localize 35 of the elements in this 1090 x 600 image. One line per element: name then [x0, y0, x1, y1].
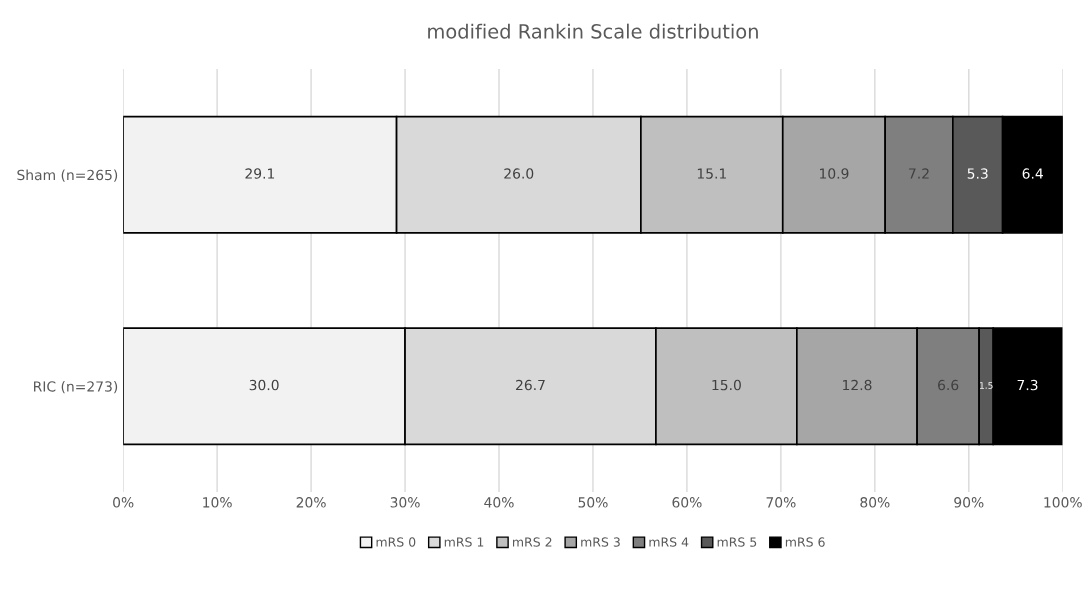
data-label: 15.1 — [697, 168, 726, 179]
legend-label: mRS 4 — [649, 537, 689, 547]
legend-label: mRS 3 — [581, 537, 620, 547]
data-label: 15.0 — [712, 379, 741, 391]
legend-label: mRS 2 — [513, 537, 552, 547]
x-tick-label: 60% — [672, 497, 702, 508]
legend-label: mRS 1 — [444, 537, 484, 547]
data-label: 6.6 — [938, 379, 959, 391]
data-label: 12.8 — [843, 379, 872, 391]
x-tick-label: 80% — [860, 497, 890, 508]
x-tick-label: 0% — [113, 497, 134, 508]
x-tick-label: 50% — [578, 497, 608, 508]
data-label: 5.3 — [967, 168, 988, 179]
data-label: 10.9 — [820, 168, 849, 179]
chart-title: modified Rankin Scale distribution — [428, 23, 758, 39]
x-tick-label: 70% — [766, 497, 796, 508]
data-label: 29.1 — [245, 168, 275, 179]
y-tick-label: RIC (n=273) — [34, 380, 118, 394]
y-tick-label: Sham (n=265) — [17, 169, 118, 182]
x-tick-label: 100% — [1044, 497, 1082, 508]
x-tick-label: 30% — [390, 497, 420, 508]
x-tick-label: 90% — [954, 497, 984, 508]
data-label: 26.0 — [504, 168, 534, 179]
x-tick-label: 20% — [296, 497, 326, 508]
data-label: 6.4 — [1022, 168, 1043, 179]
legend-label: mRS 5 — [717, 537, 757, 547]
data-label: 1.5 — [979, 382, 993, 389]
data-label: 30.0 — [249, 379, 279, 391]
data-label: 7.3 — [1017, 379, 1038, 391]
x-tick-label: 40% — [484, 497, 514, 508]
x-tick-label: 10% — [203, 497, 232, 508]
data-label: 26.7 — [516, 379, 545, 391]
legend-label: mRS 6 — [785, 537, 825, 547]
legend-label: mRS 0 — [376, 537, 416, 547]
data-label: 7.2 — [909, 168, 929, 179]
